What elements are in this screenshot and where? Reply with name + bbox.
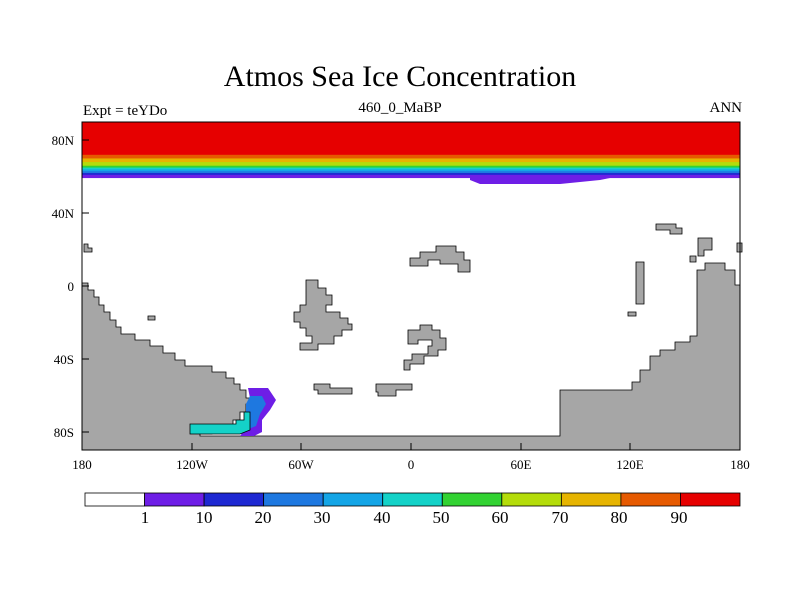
season-label: ANN: [709, 100, 743, 116]
ice-band-65: [82, 167, 740, 170]
colorbar-box-0: [84, 492, 145, 507]
ice-band-63: [82, 171, 740, 174]
southern-ice-patch: [189, 388, 276, 436]
ice-band-68: [82, 162, 740, 167]
colorbar-labels: 1 10 20 30 40 50 60 70 80 90: [141, 508, 688, 527]
east-island-block: [697, 237, 713, 257]
colorbar-label-50: 50: [433, 508, 450, 527]
colorbar-box-5: [382, 492, 443, 507]
x-tick-120e: 120E: [616, 457, 644, 472]
y-tick-40n: 40N: [52, 206, 75, 221]
colorbar-label-1: 1: [141, 508, 150, 527]
colorbar-label-20: 20: [255, 508, 272, 527]
x-tick-120w: 120W: [176, 457, 209, 472]
y-tick-40s: 40S: [54, 352, 74, 367]
y-tick-labels: 80N 40N 0 40S 80S: [52, 133, 75, 440]
x-tick-60e: 60E: [511, 457, 532, 472]
ice-band-72: [82, 154, 740, 159]
y-tick-0: 0: [68, 279, 75, 294]
x-tick-180e: 180: [730, 457, 750, 472]
x-tick-180w: 180: [72, 457, 92, 472]
period-label: 460_0_MaBP: [358, 100, 442, 116]
ice-band-90: [82, 122, 740, 150]
north-ice-bands: [82, 122, 740, 184]
y-tick-80n: 80N: [52, 133, 75, 148]
ice-band-66: [82, 165, 740, 169]
east-island-tiny: [627, 311, 637, 317]
colorbar-box-1: [144, 492, 205, 507]
colorbar-box-10: [680, 492, 741, 507]
colorbar-box-2: [203, 492, 265, 507]
colorbar-box-4: [322, 492, 384, 507]
island-west-edge: [83, 243, 93, 253]
central-west-continent: [293, 279, 353, 351]
y-tick-80s: 80S: [54, 425, 74, 440]
colorbar-box-9: [620, 492, 681, 507]
map-axes: [81, 139, 741, 450]
colorbar-label-30: 30: [314, 508, 331, 527]
central-ring-continent: [403, 324, 447, 371]
colorbar-box-7: [501, 492, 562, 507]
ice-band-64: [82, 169, 740, 172]
map-panel: [81, 121, 743, 451]
ice-edge-bulge: [470, 176, 640, 184]
colorbar-label-60: 60: [492, 508, 509, 527]
colorbar-label-80: 80: [611, 508, 628, 527]
x-tick-0: 0: [408, 457, 415, 472]
island-small-west: [147, 315, 156, 321]
colorbar: [84, 492, 741, 507]
colorbar-box-8: [560, 492, 622, 507]
colorbar-box-3: [263, 492, 324, 507]
east-island-long: [635, 261, 645, 305]
ice-band-70: [82, 158, 740, 163]
southern-strip-2: [375, 383, 413, 397]
east-island-small: [655, 223, 683, 235]
ice-band-75: [82, 149, 740, 156]
map-title: Atmos Sea Ice Concentration: [223, 60, 577, 93]
x-tick-labels: 180 120W 60W 0 60E 120E 180: [72, 457, 750, 472]
x-tick-60w: 60W: [288, 457, 314, 472]
north-central-continent: [409, 245, 471, 273]
east-island-dot: [689, 255, 697, 263]
experiment-label: Expt = teYDo: [83, 103, 168, 119]
colorbar-label-40: 40: [374, 508, 391, 527]
colorbar-label-10: 10: [196, 508, 213, 527]
colorbar-box-6: [441, 492, 503, 507]
ice-band-62: [82, 173, 740, 176]
colorbar-label-70: 70: [552, 508, 569, 527]
southern-strip-1: [313, 383, 353, 395]
colorbar-label-90: 90: [671, 508, 688, 527]
ice-band-61: [82, 174, 740, 179]
